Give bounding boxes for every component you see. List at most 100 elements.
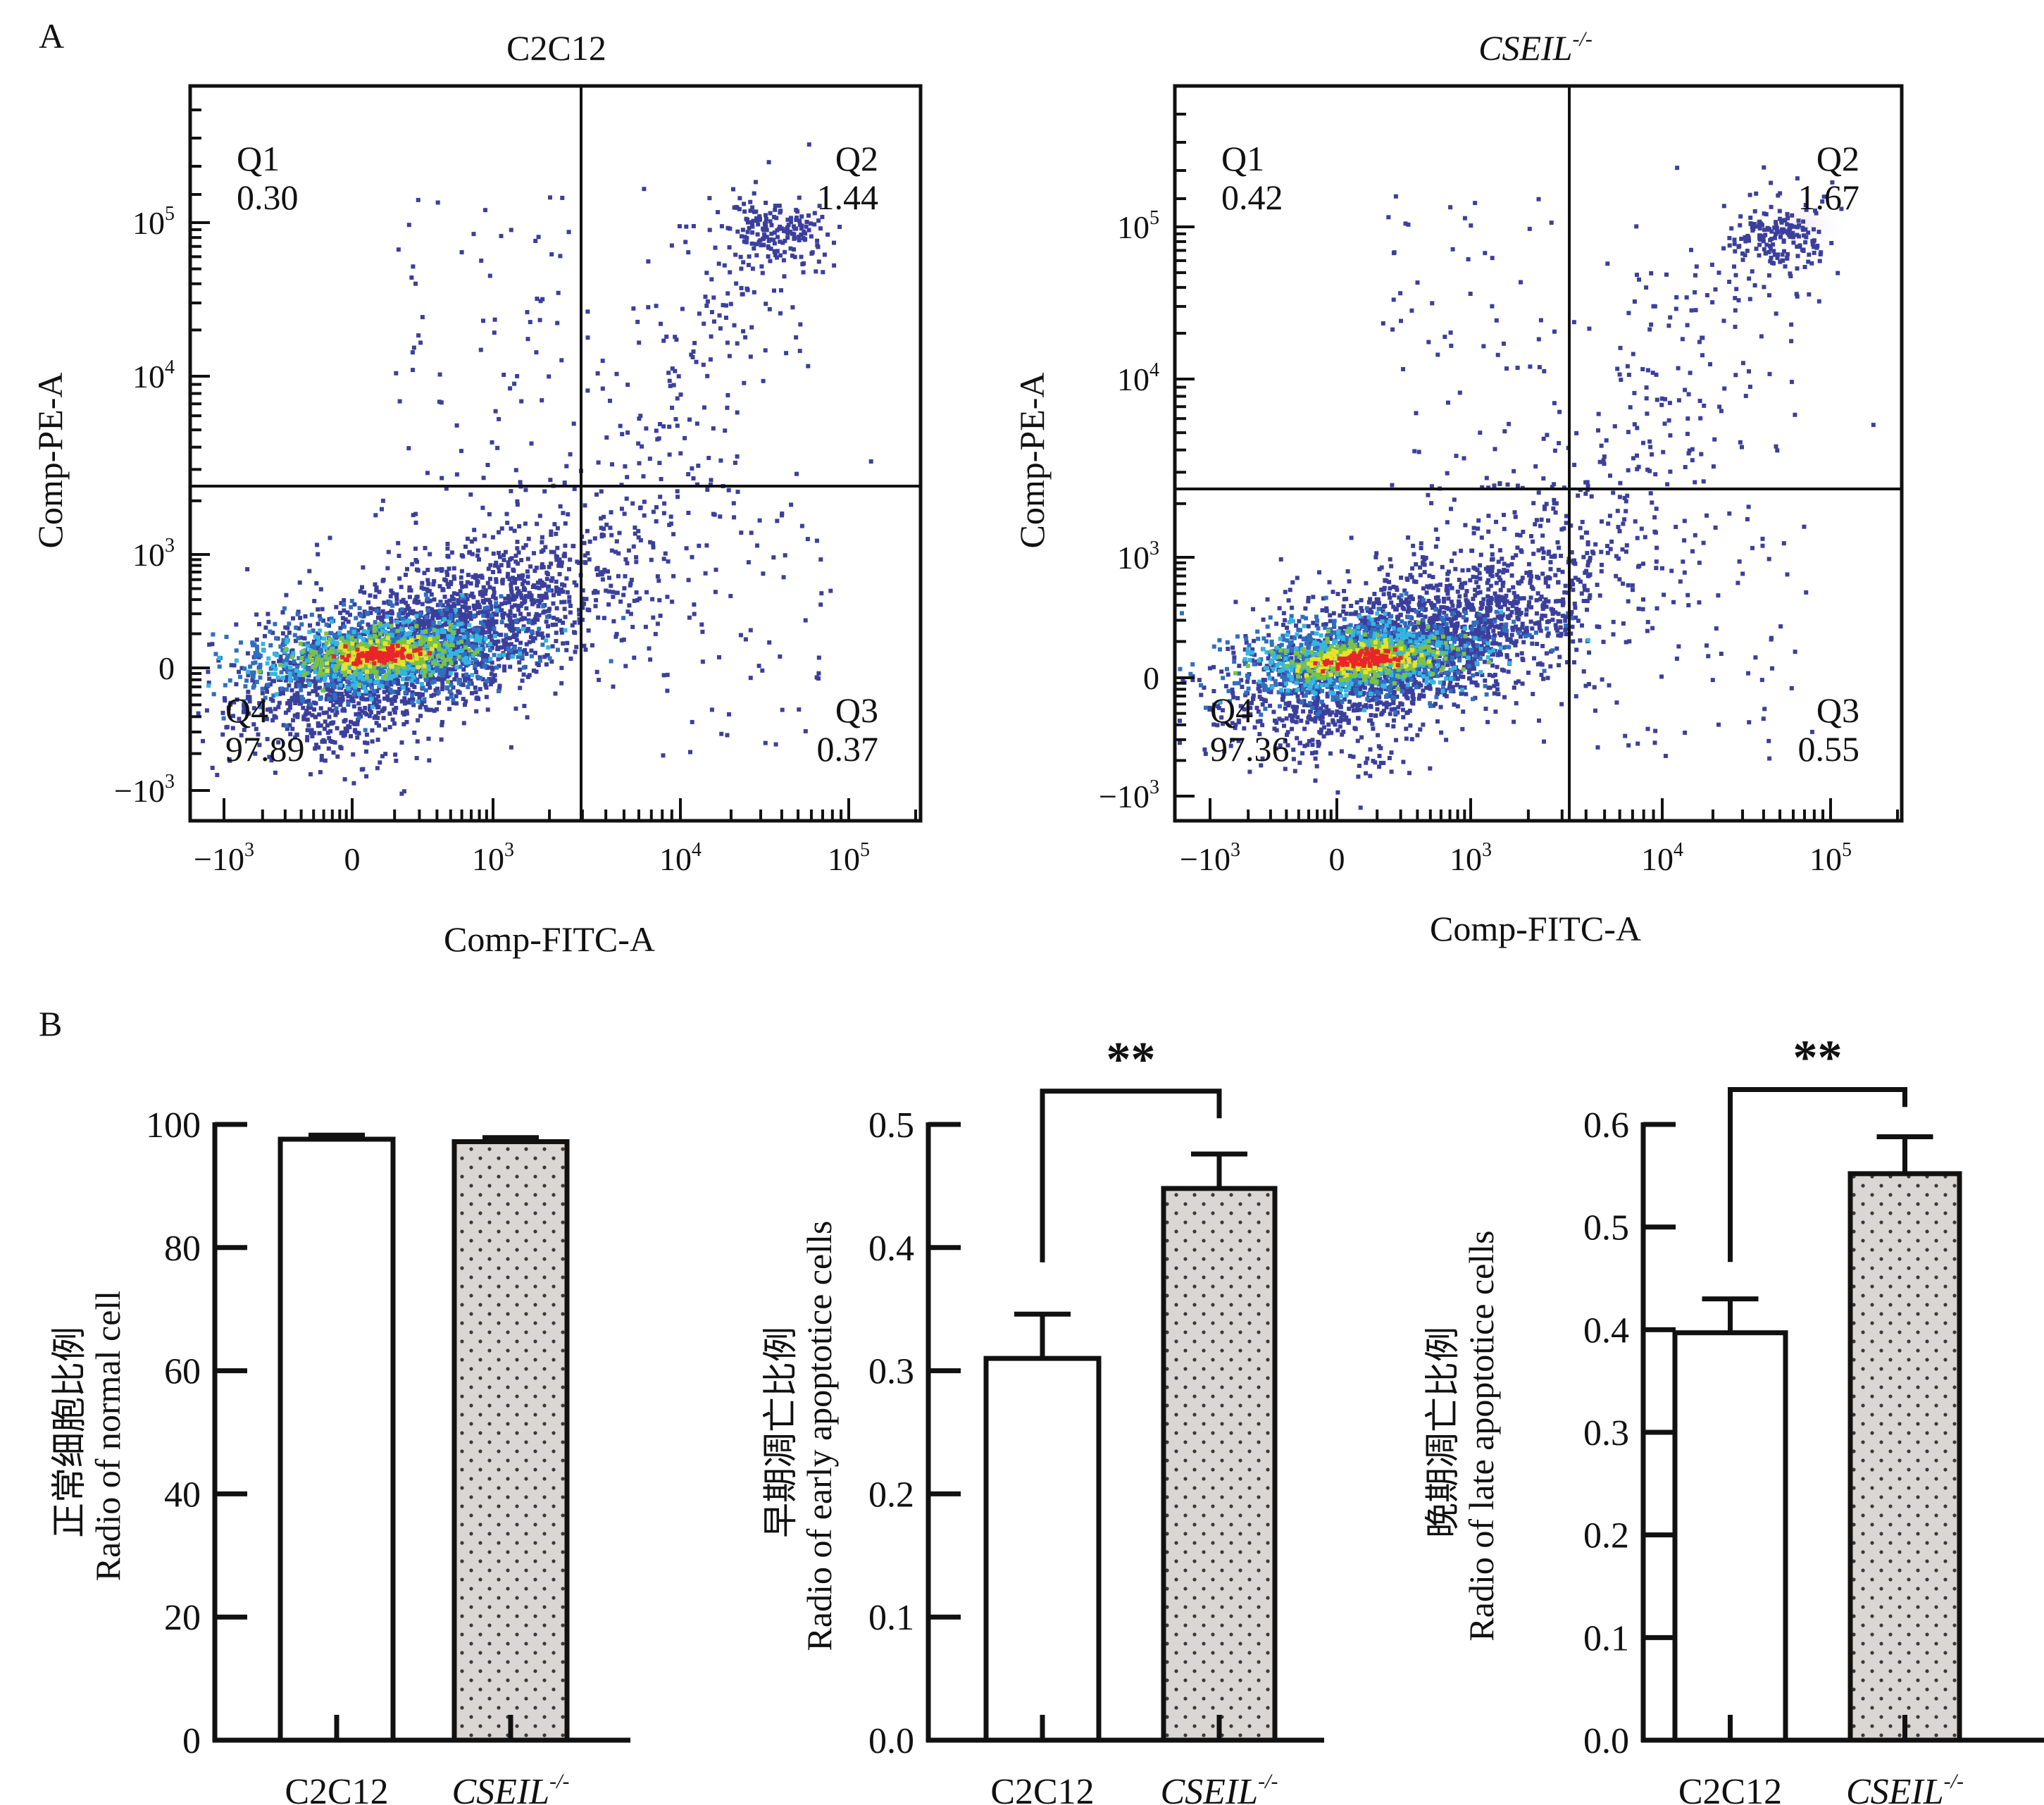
scatter-point xyxy=(479,259,484,263)
scatter-point xyxy=(380,498,385,503)
scatter-point xyxy=(301,714,306,719)
scatter-point xyxy=(480,593,485,598)
scatter-point xyxy=(646,305,651,310)
scatter-point xyxy=(414,614,419,619)
scatter-point xyxy=(291,718,295,723)
scatter-point xyxy=(239,666,244,671)
scatter-point xyxy=(529,441,534,446)
scatter-point xyxy=(257,621,261,626)
scatter-point xyxy=(545,653,550,658)
scatter-point xyxy=(335,700,339,705)
scatter-point xyxy=(481,585,486,590)
scatter-point xyxy=(311,667,316,672)
scatter-point xyxy=(304,710,309,715)
scatter-point xyxy=(369,697,374,702)
scatter-point xyxy=(674,337,679,342)
scatter-point xyxy=(621,593,626,597)
scatter-point xyxy=(463,645,468,650)
scatter-point xyxy=(342,608,347,613)
scatter-point xyxy=(768,259,773,263)
scatter-point xyxy=(1392,707,1397,712)
scatter-point xyxy=(364,749,368,754)
scatter-point xyxy=(399,699,404,704)
scatter-point xyxy=(347,630,351,635)
scatter-point xyxy=(448,616,453,621)
scatter-point xyxy=(380,638,385,642)
scatter-point xyxy=(380,628,385,633)
scatter-point xyxy=(317,671,322,676)
scatter-point xyxy=(323,675,328,680)
scatter-point xyxy=(727,354,732,359)
scatter-point xyxy=(300,698,305,703)
scatter-point xyxy=(799,214,804,219)
scatter-point xyxy=(405,566,409,571)
scatter-point xyxy=(566,512,571,516)
scatter-point xyxy=(717,313,722,318)
scatter-point xyxy=(258,665,263,670)
scatter-point xyxy=(407,697,412,702)
scatter-point xyxy=(490,616,495,621)
scatter-point xyxy=(333,667,338,672)
scatter-point xyxy=(420,602,425,607)
scatter-point xyxy=(490,440,494,445)
scatter-point xyxy=(241,709,246,714)
scatter-point xyxy=(509,628,514,633)
scatter-point xyxy=(341,666,346,671)
scatter-point xyxy=(673,368,678,373)
scatter-point xyxy=(540,583,544,588)
scatter-point xyxy=(494,579,499,584)
scatter-point xyxy=(667,378,672,383)
scatter-point xyxy=(428,622,432,627)
scatter-point xyxy=(471,574,475,579)
scatter-point xyxy=(487,597,492,602)
scatter-point xyxy=(491,570,495,574)
scatter-point xyxy=(596,460,601,465)
scatter-point xyxy=(1527,600,1532,604)
scatter-point xyxy=(571,421,576,426)
x-tick-label: 105 xyxy=(828,839,870,877)
scatter-point xyxy=(466,614,471,619)
scatter-point xyxy=(773,204,778,209)
scatter-point xyxy=(423,545,428,550)
scatter-point xyxy=(302,673,307,678)
scatter-point xyxy=(481,647,486,652)
y-axis-label: Comp-PE-A xyxy=(30,373,70,549)
scatter-point xyxy=(428,685,432,690)
scatter-point xyxy=(476,697,481,701)
scatter-point xyxy=(411,609,416,614)
scatter-point xyxy=(297,675,301,680)
scatter-point xyxy=(355,721,360,726)
scatter-point xyxy=(1324,609,1329,614)
plot-title: CSEIL-/- xyxy=(1478,27,1593,68)
scatter-point xyxy=(458,608,463,612)
scatter-point xyxy=(568,452,573,457)
scatter-point xyxy=(324,640,329,645)
scatter-point xyxy=(1391,685,1396,690)
scatter-point xyxy=(451,631,456,635)
scatter-point xyxy=(554,638,559,643)
scatter-point xyxy=(525,574,530,579)
scatter-point xyxy=(362,590,367,595)
scatter-point xyxy=(474,642,478,647)
scatter-point xyxy=(281,723,286,728)
scatter-point xyxy=(447,657,452,662)
scatter-point xyxy=(739,285,744,290)
scatter-point xyxy=(540,633,544,637)
scatter-point xyxy=(483,636,488,641)
scatter-point xyxy=(638,414,643,418)
scatter-point xyxy=(407,585,412,590)
quadrant-percent-q4: 97.89 xyxy=(225,729,305,769)
scatter-point xyxy=(595,572,600,577)
scatter-point xyxy=(373,620,378,625)
scatter-point xyxy=(442,616,447,621)
scatter-point xyxy=(764,302,768,306)
scatter-point xyxy=(368,707,372,712)
scatter-point xyxy=(496,689,501,693)
scatter-point xyxy=(409,275,414,280)
scatter-point xyxy=(491,586,496,591)
scatter-point xyxy=(319,664,324,669)
scatter-point xyxy=(447,598,452,603)
scatter-point xyxy=(420,682,424,686)
scatter-point xyxy=(451,597,456,602)
scatter-point xyxy=(332,654,337,659)
